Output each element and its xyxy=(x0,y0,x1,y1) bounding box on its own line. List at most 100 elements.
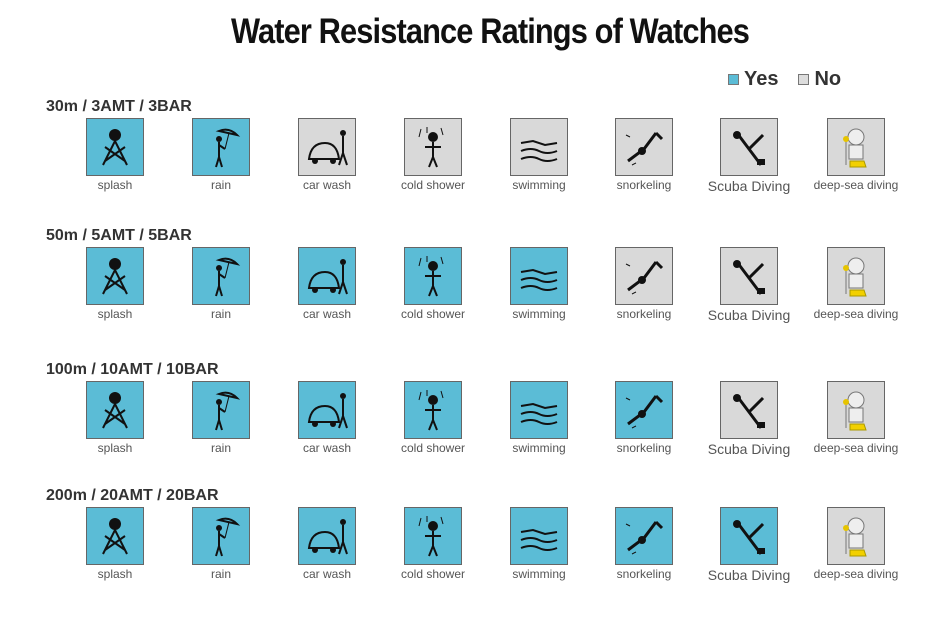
rain-icon xyxy=(192,247,250,305)
activity-rain: rain xyxy=(176,118,266,192)
yes-swatch xyxy=(728,74,739,85)
activity-label: swimming xyxy=(512,567,566,581)
car-wash-icon xyxy=(298,507,356,565)
snorkeling-icon xyxy=(615,507,673,565)
activity-rain: rain xyxy=(176,507,266,581)
activity-car-wash: car wash xyxy=(282,118,372,192)
activity-label: cold shower xyxy=(400,307,466,321)
splash-icon xyxy=(86,118,144,176)
activity-label: rain xyxy=(210,178,231,192)
snorkeling-icon xyxy=(615,381,673,439)
page-title: Water Resistance Ratings of Watches xyxy=(230,12,750,51)
rating-label: 100m / 10AMT / 10BAR xyxy=(46,361,219,378)
cold-shower-icon xyxy=(404,118,462,176)
activity-splash: splash xyxy=(70,118,160,192)
activity-rain: rain xyxy=(176,247,266,321)
activity-label: splash xyxy=(97,307,133,321)
rating-section: 100m / 10AMT / 10BAR splash rain car wash co… xyxy=(0,361,950,491)
activity-splash: splash xyxy=(70,507,160,581)
activity-label: snorkeling xyxy=(616,178,672,192)
snorkeling-icon xyxy=(615,247,673,305)
rain-icon xyxy=(192,118,250,176)
activity-deep-sea-diving: deep-sea diving xyxy=(811,507,901,581)
activity-cold-shower: cold shower xyxy=(388,507,478,581)
activity-label: cold shower xyxy=(400,567,466,581)
activity-car-wash: car wash xyxy=(282,247,372,321)
activity-label: snorkeling xyxy=(616,567,672,581)
activity-swimming: swimming xyxy=(494,118,584,192)
snorkeling-icon xyxy=(615,118,673,176)
activity-cold-shower: cold shower xyxy=(388,247,478,321)
legend-no: No xyxy=(798,68,841,91)
activity-scuba-diving: Scuba Diving xyxy=(704,507,794,583)
activity-label: cold shower xyxy=(400,178,466,192)
no-swatch xyxy=(798,74,810,85)
activity-label: car wash xyxy=(302,178,352,192)
activity-label: snorkeling xyxy=(616,307,672,321)
activity-label: rain xyxy=(210,441,231,455)
activity-swimming: swimming xyxy=(494,247,584,321)
rating-section: 200m / 20AMT / 20BAR splash rain car wash co… xyxy=(0,487,950,617)
car-wash-icon xyxy=(298,381,356,439)
activity-label: rain xyxy=(210,307,231,321)
activity-label: deep-sea diving xyxy=(813,567,899,581)
scuba-diving-icon xyxy=(720,247,778,305)
activity-car-wash: car wash xyxy=(282,381,372,455)
swimming-icon xyxy=(510,507,568,565)
activity-splash: splash xyxy=(70,381,160,455)
activity-rain: rain xyxy=(176,381,266,455)
deep-sea-diving-icon xyxy=(827,118,885,176)
deep-sea-diving-icon xyxy=(827,507,885,565)
activity-cold-shower: cold shower xyxy=(388,381,478,455)
activity-label: Scuba Diving xyxy=(707,307,791,323)
activity-label: car wash xyxy=(302,441,352,455)
activity-scuba-diving: Scuba Diving xyxy=(704,118,794,194)
activity-label: splash xyxy=(97,567,133,581)
legend-yes: Yes xyxy=(728,68,778,91)
rating-label: 30m / 3AMT / 3BAR xyxy=(46,98,192,115)
activity-label: deep-sea diving xyxy=(813,178,899,192)
rating-section: 30m / 3AMT / 3BAR splash rain car wash cold … xyxy=(0,98,950,228)
car-wash-icon xyxy=(298,247,356,305)
splash-icon xyxy=(86,247,144,305)
deep-sea-diving-icon xyxy=(827,381,885,439)
deep-sea-diving-icon xyxy=(827,247,885,305)
activity-label: deep-sea diving xyxy=(813,307,899,321)
rain-icon xyxy=(192,507,250,565)
activity-label: cold shower xyxy=(400,441,466,455)
scuba-diving-icon xyxy=(720,118,778,176)
activity-label: deep-sea diving xyxy=(813,441,899,455)
swimming-icon xyxy=(510,247,568,305)
cold-shower-icon xyxy=(404,507,462,565)
activity-label: swimming xyxy=(512,441,566,455)
activity-label: Scuba Diving xyxy=(707,178,791,194)
activity-deep-sea-diving: deep-sea diving xyxy=(811,381,901,455)
activity-snorkeling: snorkeling xyxy=(599,507,689,581)
rating-label: 50m / 5AMT / 5BAR xyxy=(46,227,192,244)
swimming-icon xyxy=(510,381,568,439)
legend-yes-label: Yes xyxy=(744,68,779,90)
activity-deep-sea-diving: deep-sea diving xyxy=(811,247,901,321)
activity-label: car wash xyxy=(302,567,352,581)
activity-label: swimming xyxy=(512,307,566,321)
rating-label: 200m / 20AMT / 20BAR xyxy=(46,487,219,504)
scuba-diving-icon xyxy=(720,507,778,565)
activity-snorkeling: snorkeling xyxy=(599,118,689,192)
rating-section: 50m / 5AMT / 5BAR splash rain car wash cold … xyxy=(0,227,950,357)
car-wash-icon xyxy=(298,118,356,176)
cold-shower-icon xyxy=(404,247,462,305)
cold-shower-icon xyxy=(404,381,462,439)
legend: Yes No xyxy=(728,68,841,91)
scuba-diving-icon xyxy=(720,381,778,439)
activity-scuba-diving: Scuba Diving xyxy=(704,381,794,457)
legend-no-label: No xyxy=(814,68,842,90)
activity-label: swimming xyxy=(512,178,566,192)
activity-label: Scuba Diving xyxy=(707,567,791,583)
activity-snorkeling: snorkeling xyxy=(599,247,689,321)
activity-deep-sea-diving: deep-sea diving xyxy=(811,118,901,192)
rain-icon xyxy=(192,381,250,439)
activity-label: car wash xyxy=(302,307,352,321)
activity-label: splash xyxy=(97,441,133,455)
splash-icon xyxy=(86,381,144,439)
activity-label: rain xyxy=(210,567,231,581)
